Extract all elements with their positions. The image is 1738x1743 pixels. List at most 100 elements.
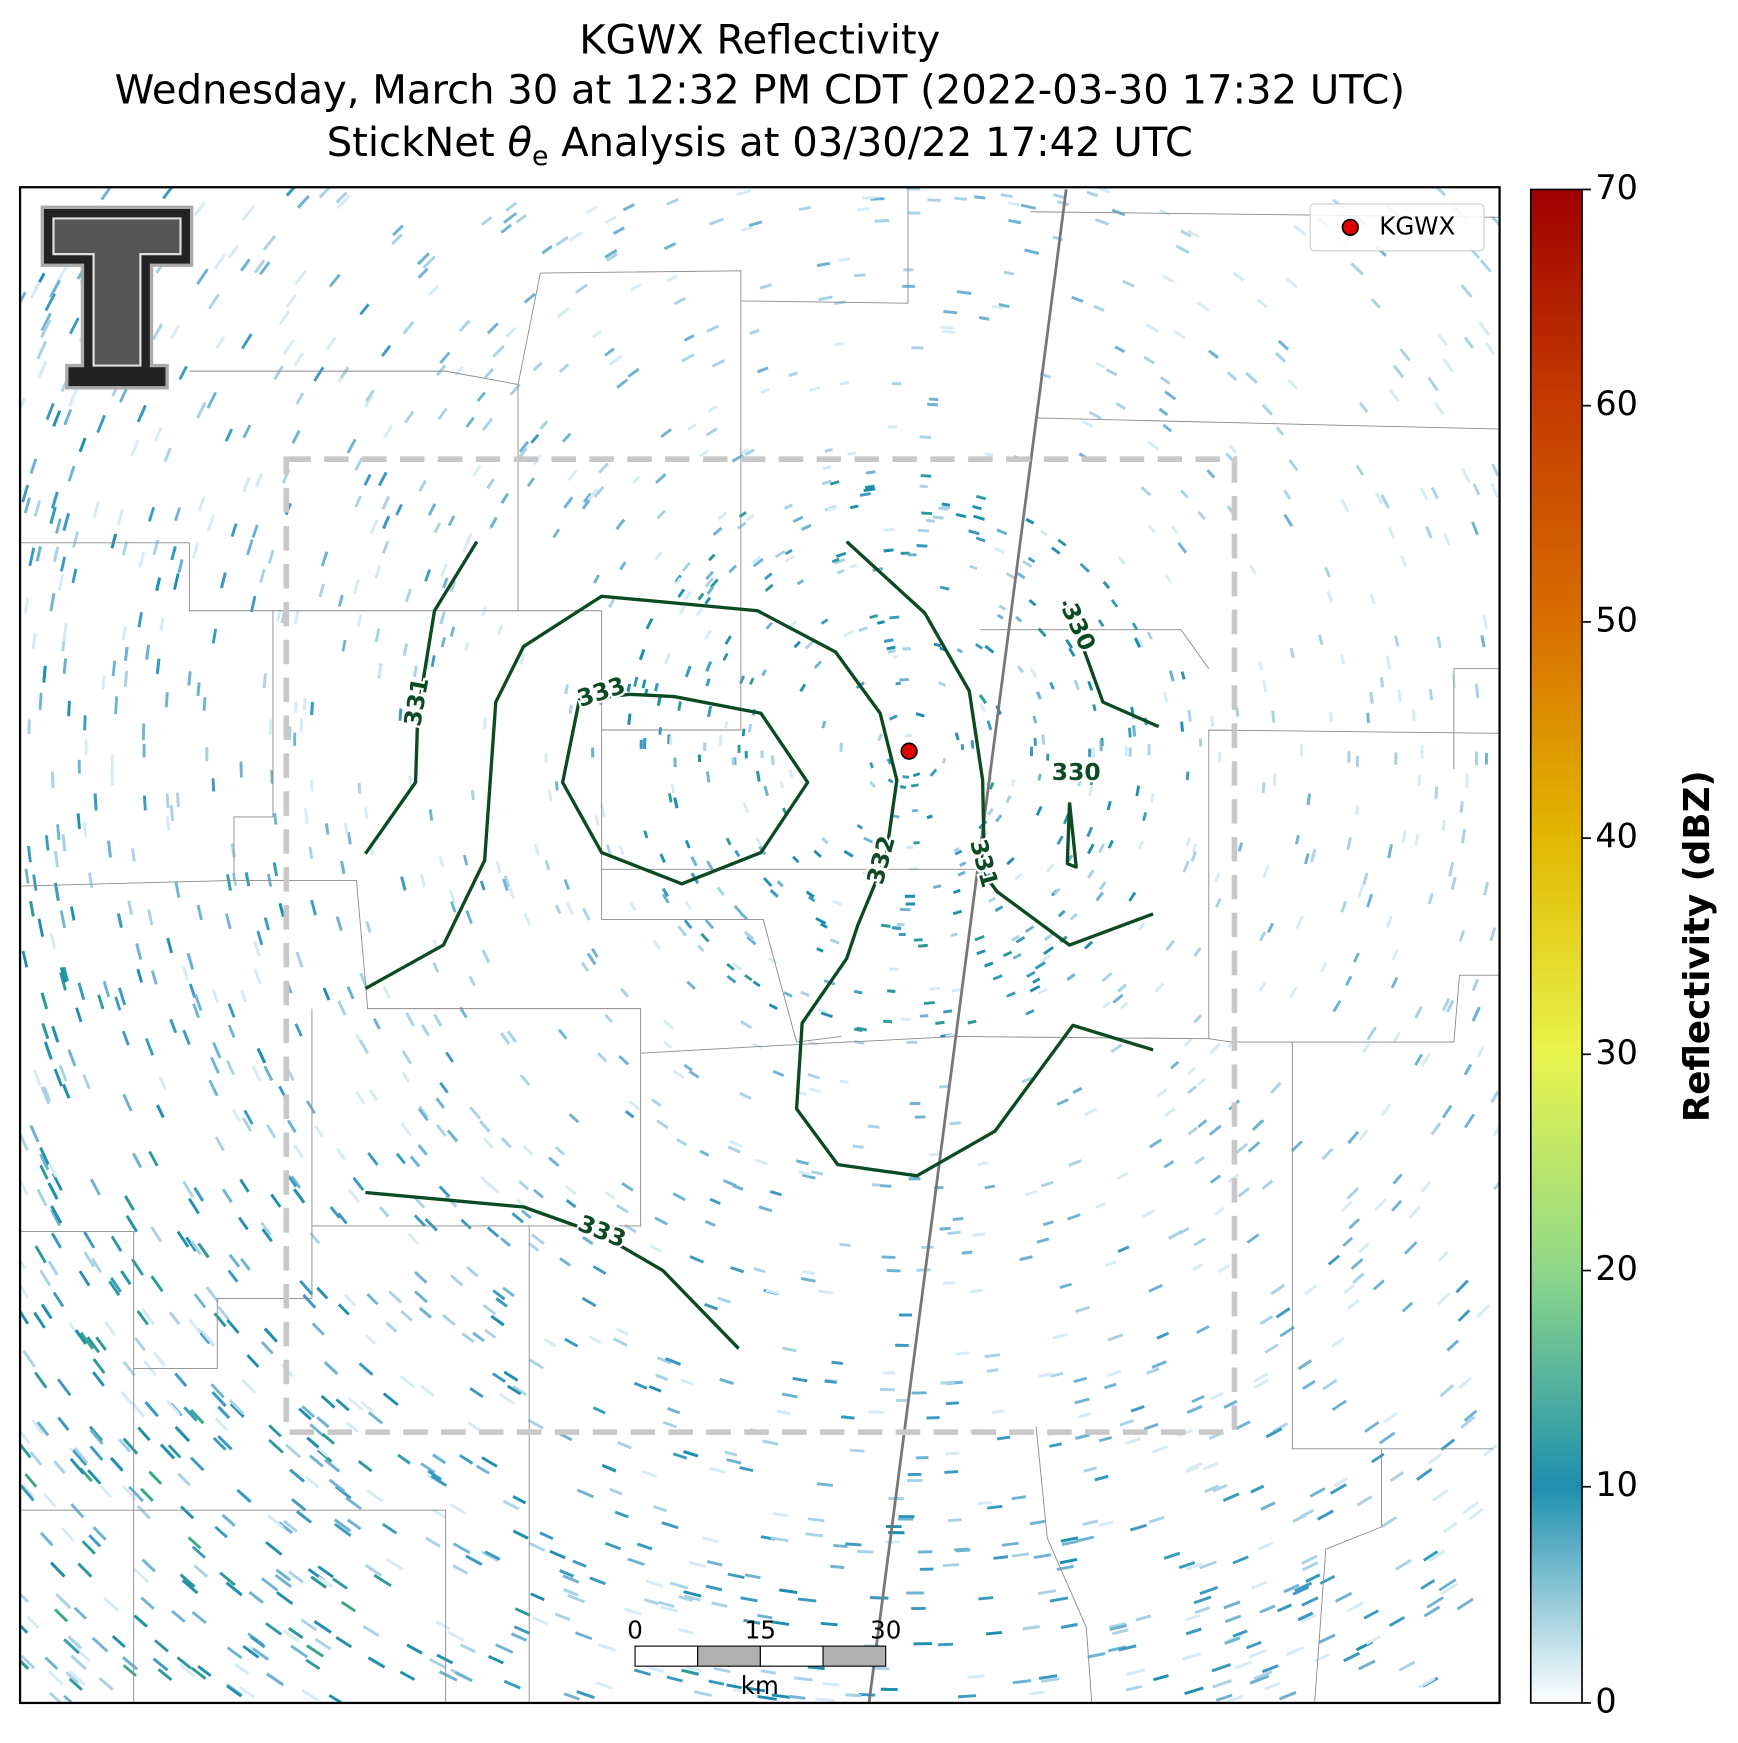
- radar-echo: [52, 410, 62, 427]
- radar-echo: [831, 1360, 844, 1365]
- radar-echo: [689, 1561, 707, 1569]
- radar-echo: [1059, 1557, 1078, 1565]
- radar-echo: [655, 473, 667, 484]
- radar-echo: [441, 1313, 456, 1326]
- radar-echo: [633, 1668, 651, 1676]
- radar-echo: [500, 1136, 512, 1149]
- radar-echo: [639, 739, 643, 749]
- radar-echo: [829, 480, 840, 486]
- radar-echo: [316, 1448, 333, 1463]
- radar-echo: [278, 309, 291, 325]
- radar-echo: [68, 1677, 83, 1691]
- radar-echo: [819, 922, 828, 929]
- radar-echo: [187, 671, 192, 686]
- radar-echo: [1151, 1360, 1167, 1369]
- radar-echo: [62, 1083, 71, 1099]
- radar-echo: [192, 1003, 201, 1019]
- radar-echo: [43, 1493, 57, 1508]
- radar-echo: [543, 1338, 557, 1348]
- radar-echo: [869, 780, 876, 788]
- scale-unit: km: [741, 1671, 779, 1700]
- radar-echo: [649, 1244, 663, 1253]
- radar-echo: [310, 899, 317, 916]
- radar-echo: [1204, 1484, 1220, 1494]
- radar-echo: [500, 493, 509, 504]
- radar-echo: [1217, 1263, 1230, 1274]
- radar-echo: [984, 1353, 1001, 1359]
- radar-echo: [1343, 1651, 1360, 1663]
- radar-echo: [191, 1610, 207, 1625]
- radar-echo: [242, 424, 252, 439]
- radar-echo: [1019, 1255, 1033, 1262]
- logo: [40, 205, 194, 390]
- radar-echo: [656, 1119, 669, 1129]
- radar-echo: [554, 1146, 566, 1156]
- radar-echo: [833, 300, 847, 306]
- radar-echo: [1079, 562, 1090, 573]
- radar-echo: [835, 551, 847, 558]
- radar-echo: [645, 617, 654, 630]
- radar-echo: [1164, 390, 1177, 401]
- radar-echo: [1462, 1500, 1479, 1515]
- radar-echo: [20, 1586, 29, 1604]
- radar-echo: [413, 1214, 427, 1228]
- radar-echo: [489, 517, 498, 529]
- radar-echo: [150, 1275, 164, 1293]
- radar-echo: [293, 610, 300, 625]
- radar-echo: [705, 1584, 723, 1592]
- radar-echo: [1098, 843, 1106, 854]
- radar-echo: [225, 1581, 243, 1597]
- radar-echo: [744, 973, 753, 982]
- radar-echo: [1196, 301, 1210, 312]
- radar-echo: [285, 293, 298, 308]
- radar-echo: [196, 401, 207, 419]
- radar-echo: [92, 501, 101, 519]
- radar-echo: [1117, 983, 1127, 993]
- radar-echo: [382, 515, 391, 530]
- contour-line: [845, 540, 1154, 947]
- radar-echo: [856, 1026, 868, 1032]
- radar-echo: [991, 304, 1003, 310]
- radar-echo: [511, 1632, 527, 1642]
- radar-echo: [705, 427, 718, 437]
- radar-echo: [439, 351, 451, 365]
- radar-echo: [984, 451, 994, 457]
- radar-echo: [1418, 1677, 1436, 1689]
- radar-echo: [123, 670, 129, 688]
- radar-echo: [643, 1598, 660, 1606]
- radar-echo: [1353, 952, 1360, 963]
- radar-echo: [654, 1216, 668, 1226]
- radar-echo: [300, 1618, 318, 1632]
- radar-echo: [1391, 949, 1399, 961]
- radar-echo: [877, 733, 883, 742]
- radar-echo: [661, 887, 669, 898]
- radar-echo: [1185, 837, 1192, 846]
- radar-echo: [502, 878, 509, 892]
- radar-echo: [761, 669, 767, 677]
- radar-echo: [978, 694, 987, 704]
- radar-echo: [974, 195, 986, 200]
- radar-echo: [797, 1597, 817, 1603]
- radar-echo: [197, 1242, 210, 1259]
- radar-echo: [992, 974, 1003, 981]
- radar-echo: [1192, 1263, 1204, 1272]
- radar-echo: [654, 682, 659, 692]
- radar-echo: [593, 574, 601, 584]
- radar-echo: [502, 211, 518, 224]
- radar-echo: [1332, 999, 1342, 1013]
- radar-echo: [262, 235, 277, 251]
- radar-echo: [62, 513, 70, 531]
- radar-echo: [486, 478, 495, 490]
- radar-echo: [662, 1019, 675, 1030]
- radar-echo: [895, 681, 902, 686]
- radar-echo: [1309, 1487, 1326, 1498]
- radar-echo: [1088, 786, 1094, 797]
- radar-echo: [654, 550, 663, 561]
- radar-echo: [582, 1236, 594, 1245]
- radar-echo: [663, 1040, 673, 1050]
- radar-echo: [56, 824, 61, 840]
- radar-echo: [604, 1013, 613, 1023]
- radar-echo: [1115, 402, 1126, 411]
- radar-echo: [260, 1577, 279, 1592]
- radar-echo: [1105, 1260, 1117, 1267]
